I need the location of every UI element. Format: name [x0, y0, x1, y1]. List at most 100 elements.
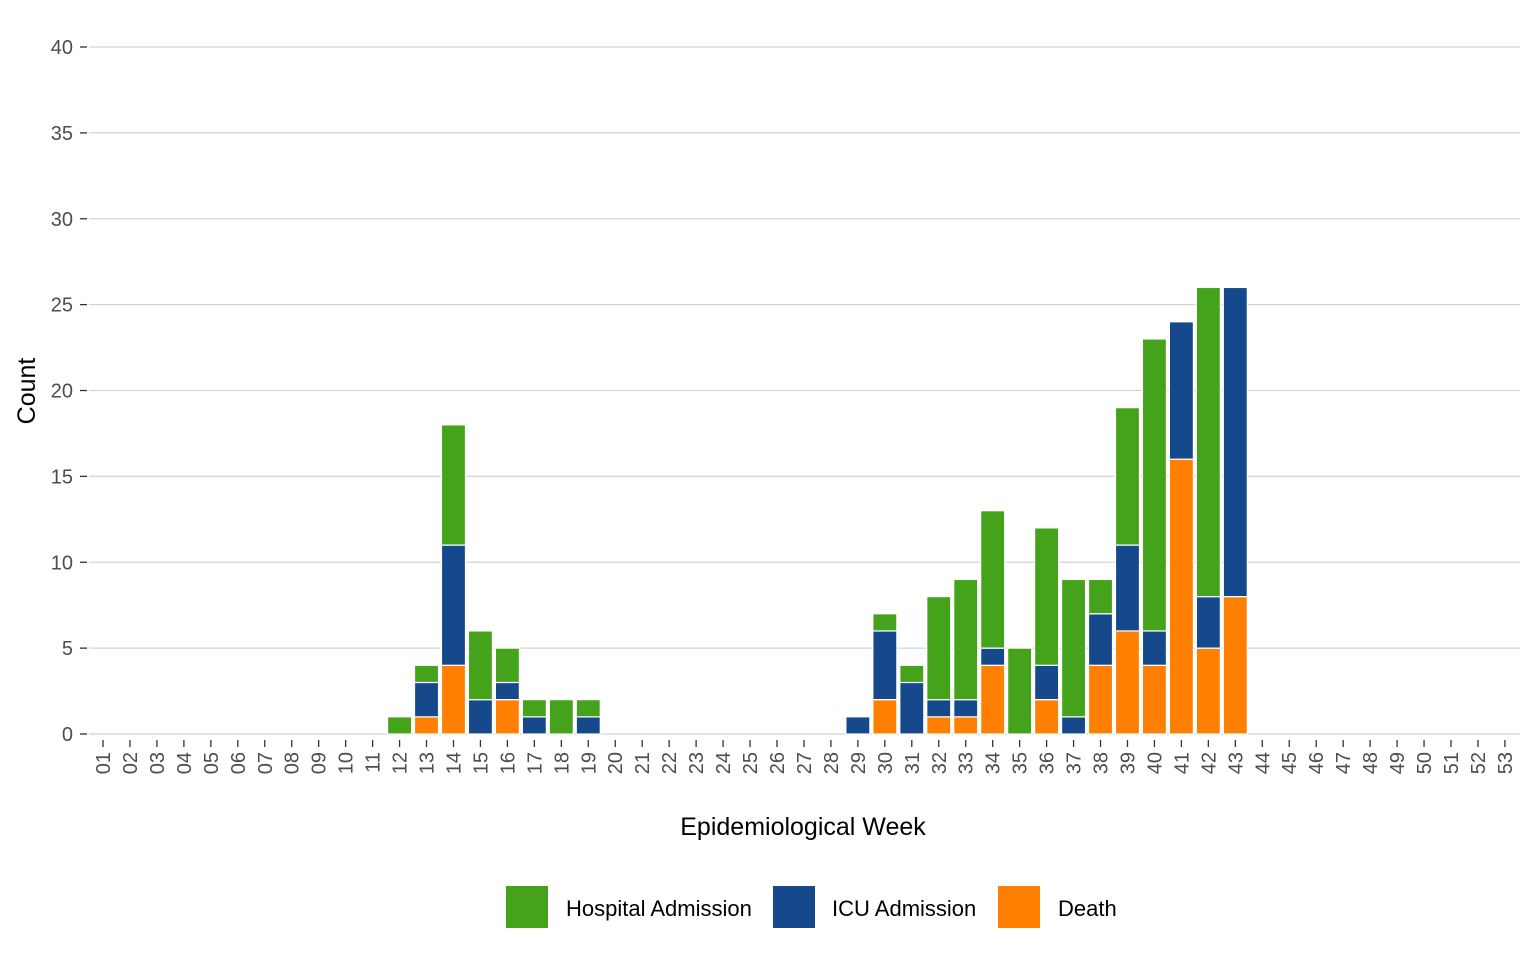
bar-segment [1087, 613, 1114, 666]
bar-segment [1141, 630, 1168, 666]
x-tick-label: 01 [93, 752, 115, 774]
x-tick-label: 07 [255, 752, 277, 774]
y-tick-label: 35 [51, 123, 73, 145]
x-tick-label: 45 [1279, 752, 1301, 774]
bar-segment [1033, 664, 1060, 701]
legend-label: Hospital Admission [566, 896, 752, 921]
x-tick-label: 32 [929, 752, 951, 774]
x-tick-label: 30 [875, 752, 897, 774]
bar-segment [1060, 578, 1087, 718]
bar-segment [494, 647, 520, 684]
bar-segment [1114, 544, 1141, 632]
x-tick-label: 19 [578, 752, 600, 774]
x-tick-label: 49 [1387, 752, 1409, 774]
legend: Hospital Admission ICU Admission Death [506, 886, 1117, 928]
x-tick-label: 29 [848, 752, 870, 774]
x-tick-label: 38 [1091, 752, 1113, 774]
x-tick-label: 37 [1064, 752, 1086, 774]
legend-swatch [998, 886, 1040, 928]
bar-segment [899, 681, 925, 735]
bar-segment [440, 664, 467, 735]
bar-segment [926, 595, 952, 701]
x-tick-label: 44 [1252, 752, 1274, 774]
bar-segment [953, 578, 979, 701]
bar-segment [980, 647, 1006, 666]
bar-segment [926, 699, 952, 718]
x-tick-label: 10 [336, 752, 358, 774]
x-tick-label: 34 [983, 752, 1005, 774]
bar-segment [1033, 699, 1060, 735]
x-tick-label: 03 [147, 752, 169, 774]
x-axis-ticks: 01 02 03 04 05 06 07 08 09 10 11 12 13 14 15 16 17 18 19 20… [93, 740, 1517, 774]
bar-segment [494, 699, 520, 735]
bar-segment [1087, 664, 1114, 735]
x-tick-label: 02 [120, 752, 142, 774]
x-tick-label: 33 [956, 752, 978, 774]
x-tick-label: 14 [443, 752, 465, 774]
bars [386, 286, 1248, 735]
x-tick-label: 41 [1171, 752, 1193, 774]
bar-segment [521, 716, 547, 735]
x-tick-label: 27 [794, 752, 816, 774]
x-tick-label: 43 [1225, 752, 1247, 774]
bar-segment [1141, 664, 1168, 735]
x-tick-label: 35 [1010, 752, 1032, 774]
x-tick-label: 22 [659, 752, 681, 774]
bar-segment [872, 699, 898, 735]
bar-segment [521, 699, 547, 718]
x-tick-label: 06 [228, 752, 250, 774]
bar-segment [494, 681, 520, 701]
bar-segment [413, 716, 440, 735]
y-tick-label: 10 [51, 552, 73, 574]
x-tick-label: 51 [1441, 752, 1463, 774]
x-tick-label: 52 [1468, 752, 1490, 774]
legend-label: ICU Admission [832, 896, 976, 921]
y-tick-label: 5 [62, 638, 73, 660]
bar-segment [899, 664, 925, 684]
bar-segment [1141, 338, 1168, 632]
x-tick-label: 12 [390, 752, 412, 774]
x-tick-label: 05 [201, 752, 223, 774]
bar-segment [872, 630, 898, 701]
bar-segment [413, 681, 440, 718]
x-tick-label: 15 [470, 752, 492, 774]
x-tick-label: 40 [1144, 752, 1166, 774]
legend-swatch [773, 886, 815, 928]
bar-segment [980, 664, 1006, 735]
x-tick-label: 18 [551, 752, 573, 774]
x-tick-label: 21 [632, 752, 654, 774]
x-tick-label: 53 [1495, 752, 1517, 774]
x-tick-label: 08 [282, 752, 304, 774]
bar-segment [953, 699, 979, 718]
bar-segment [1114, 407, 1141, 546]
y-gridlines [89, 46, 1520, 735]
x-tick-label: 26 [767, 752, 789, 774]
x-tick-label: 25 [740, 752, 762, 774]
bar-segment [386, 716, 413, 735]
bar-segment [1222, 595, 1248, 735]
x-tick-label: 36 [1037, 752, 1059, 774]
bar-segment [1168, 458, 1195, 735]
y-axis-ticks: 0 5 10 15 20 25 30 35 40 [51, 37, 87, 746]
x-tick-label: 13 [417, 752, 439, 774]
bar-segment [1195, 286, 1221, 598]
y-tick-label: 25 [51, 295, 73, 317]
bar-segment [575, 699, 601, 718]
x-tick-label: 09 [309, 752, 331, 774]
x-tick-label: 04 [174, 752, 196, 774]
x-tick-label: 23 [686, 752, 708, 774]
bar-segment [1007, 647, 1033, 735]
x-tick-label: 28 [821, 752, 843, 774]
y-tick-label: 40 [51, 37, 73, 59]
x-tick-label: 42 [1198, 752, 1220, 774]
x-tick-label: 17 [524, 752, 546, 774]
x-tick-label: 20 [605, 752, 627, 774]
x-axis-title: Epidemiological Week [680, 813, 926, 841]
y-tick-label: 15 [51, 466, 73, 488]
x-tick-label: 39 [1117, 752, 1139, 774]
bar-segment [1087, 578, 1114, 615]
bar-segment [980, 510, 1006, 649]
x-tick-label: 31 [902, 752, 924, 774]
y-tick-label: 0 [62, 724, 73, 746]
